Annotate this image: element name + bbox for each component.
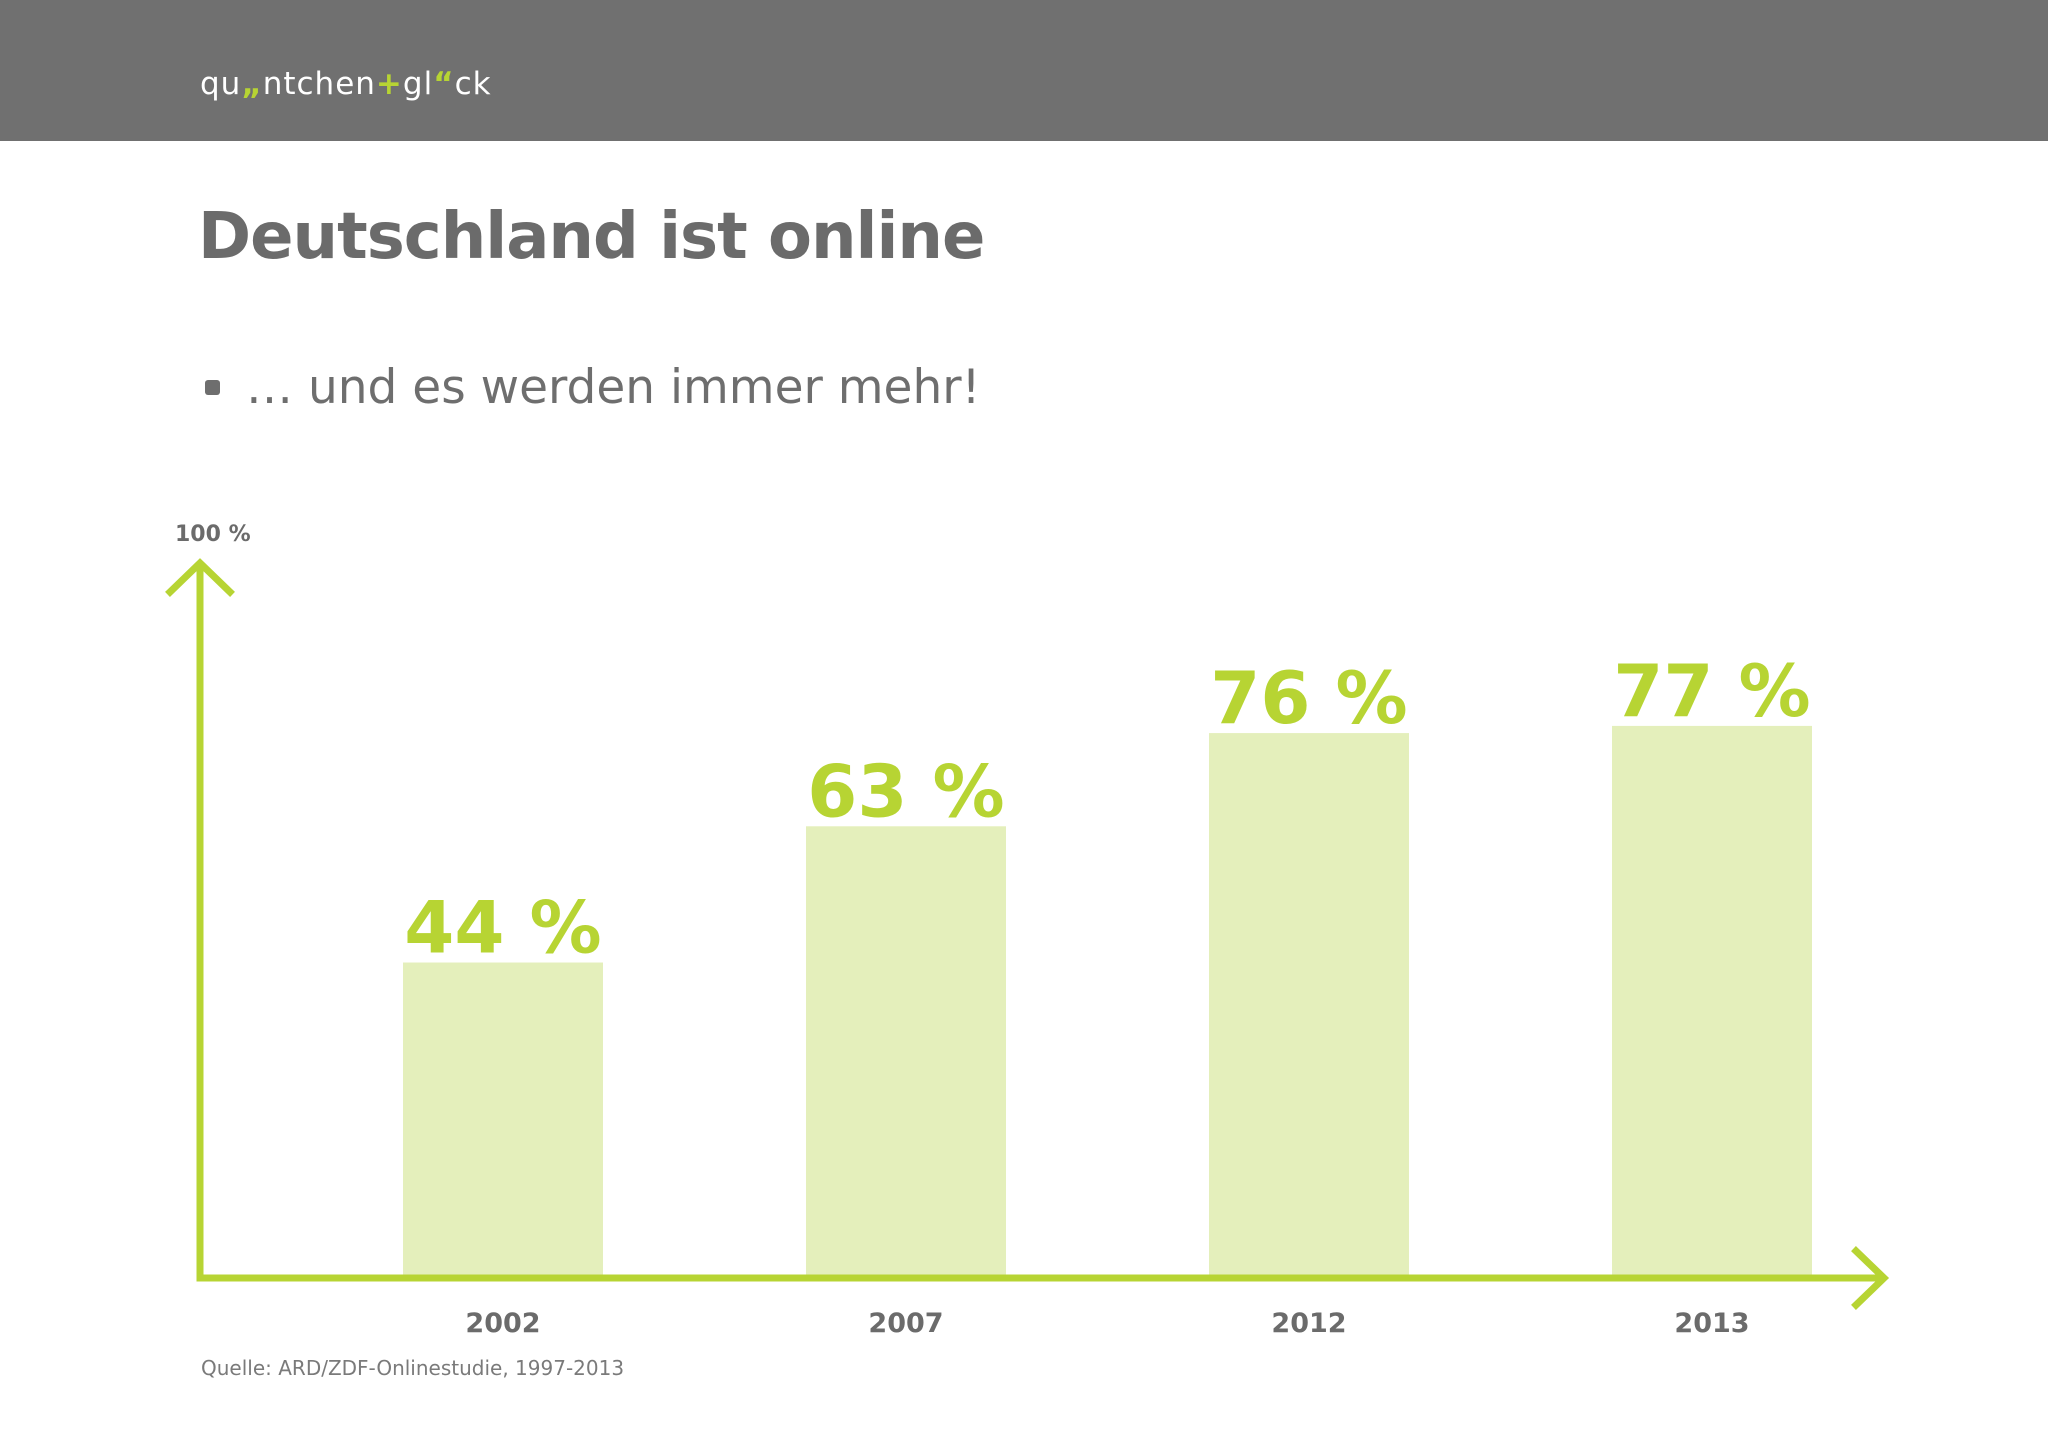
x-tick-label-2002: 2002 <box>465 1308 540 1339</box>
logo-part-accent: + <box>375 66 403 102</box>
bullet-icon <box>205 380 220 395</box>
header-bar: qu „ ntchen + gl “ck <box>0 0 2048 141</box>
data-label-2012: 76 % <box>1210 656 1407 740</box>
page-title: Deutschland ist online <box>198 200 985 274</box>
y-axis-arrow-icon <box>165 558 235 597</box>
x-axis-arrow-icon <box>1851 1246 1890 1310</box>
data-label-2002: 44 % <box>404 886 601 970</box>
brand-logo: qu „ ntchen + gl “ck <box>200 66 492 110</box>
bars-layer <box>403 725 1812 1278</box>
logo-part-accent: „ <box>241 66 263 102</box>
labels-layer: 44 % 2002 63 % 2007 76 % 2012 77 % 2013 <box>404 649 1810 1339</box>
data-label-2007: 63 % <box>807 749 1004 833</box>
x-tick-label-2007: 2007 <box>868 1308 943 1339</box>
y-axis-max-label: 100 % <box>175 522 251 547</box>
bullet-text: … und es werden immer mehr! <box>246 360 981 415</box>
bar-2002 <box>403 962 603 1278</box>
logo-part: qu <box>200 66 242 102</box>
source-note: Quelle: ARD/ZDF-Onlinestudie, 1997-2013 <box>201 1356 625 1380</box>
bar-2013 <box>1612 725 1812 1278</box>
bar-2007 <box>806 826 1006 1278</box>
logo-part-accent: “ <box>433 66 455 102</box>
logo-part: ntchen <box>262 66 376 102</box>
bar-2012 <box>1209 733 1409 1278</box>
data-label-2013: 77 % <box>1613 649 1810 733</box>
bullet-item: … und es werden immer mehr! <box>205 360 980 415</box>
logo-part: ck <box>454 66 492 102</box>
logo-part: gl <box>402 66 434 102</box>
x-tick-label-2013: 2013 <box>1674 1308 1749 1339</box>
x-tick-label-2012: 2012 <box>1271 1308 1346 1339</box>
